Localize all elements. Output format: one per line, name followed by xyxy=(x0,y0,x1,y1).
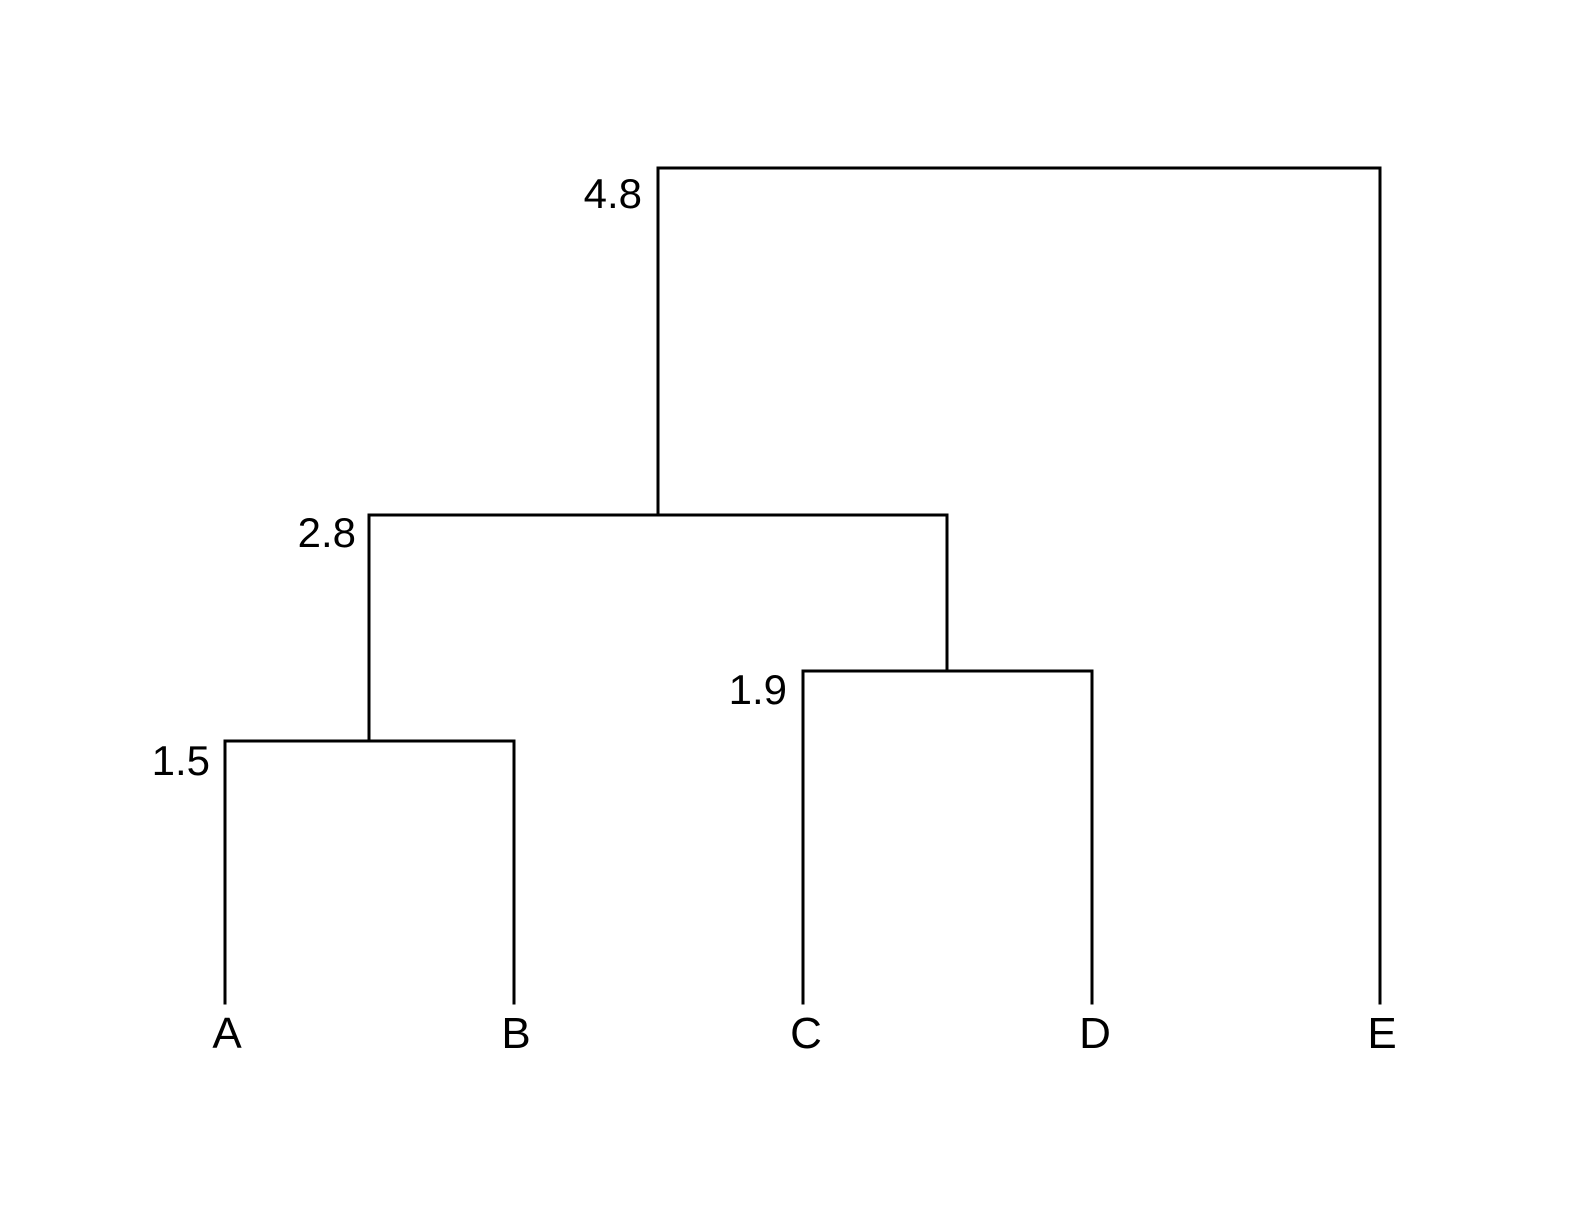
leaf-label-b: B xyxy=(501,1009,530,1058)
height-label-c-d: 1.9 xyxy=(729,666,787,713)
merge-c-d: 1.9 xyxy=(729,666,1094,1005)
height-label-a-b: 1.5 xyxy=(152,737,210,784)
merge-ab-cd: 2.8 xyxy=(298,509,949,743)
leaf-label-a: A xyxy=(212,1009,242,1058)
height-label-ab-cd: 2.8 xyxy=(298,509,356,556)
height-label-root: 4.8 xyxy=(584,170,642,217)
leaf-label-c: C xyxy=(790,1009,822,1058)
leaf-labels: A B C D E xyxy=(212,1009,1396,1058)
leaf-label-e: E xyxy=(1367,1009,1396,1058)
merge-a-b: 1.5 xyxy=(152,737,516,1005)
merge-root: 4.8 xyxy=(584,166,1382,1005)
leaf-label-d: D xyxy=(1079,1009,1111,1058)
